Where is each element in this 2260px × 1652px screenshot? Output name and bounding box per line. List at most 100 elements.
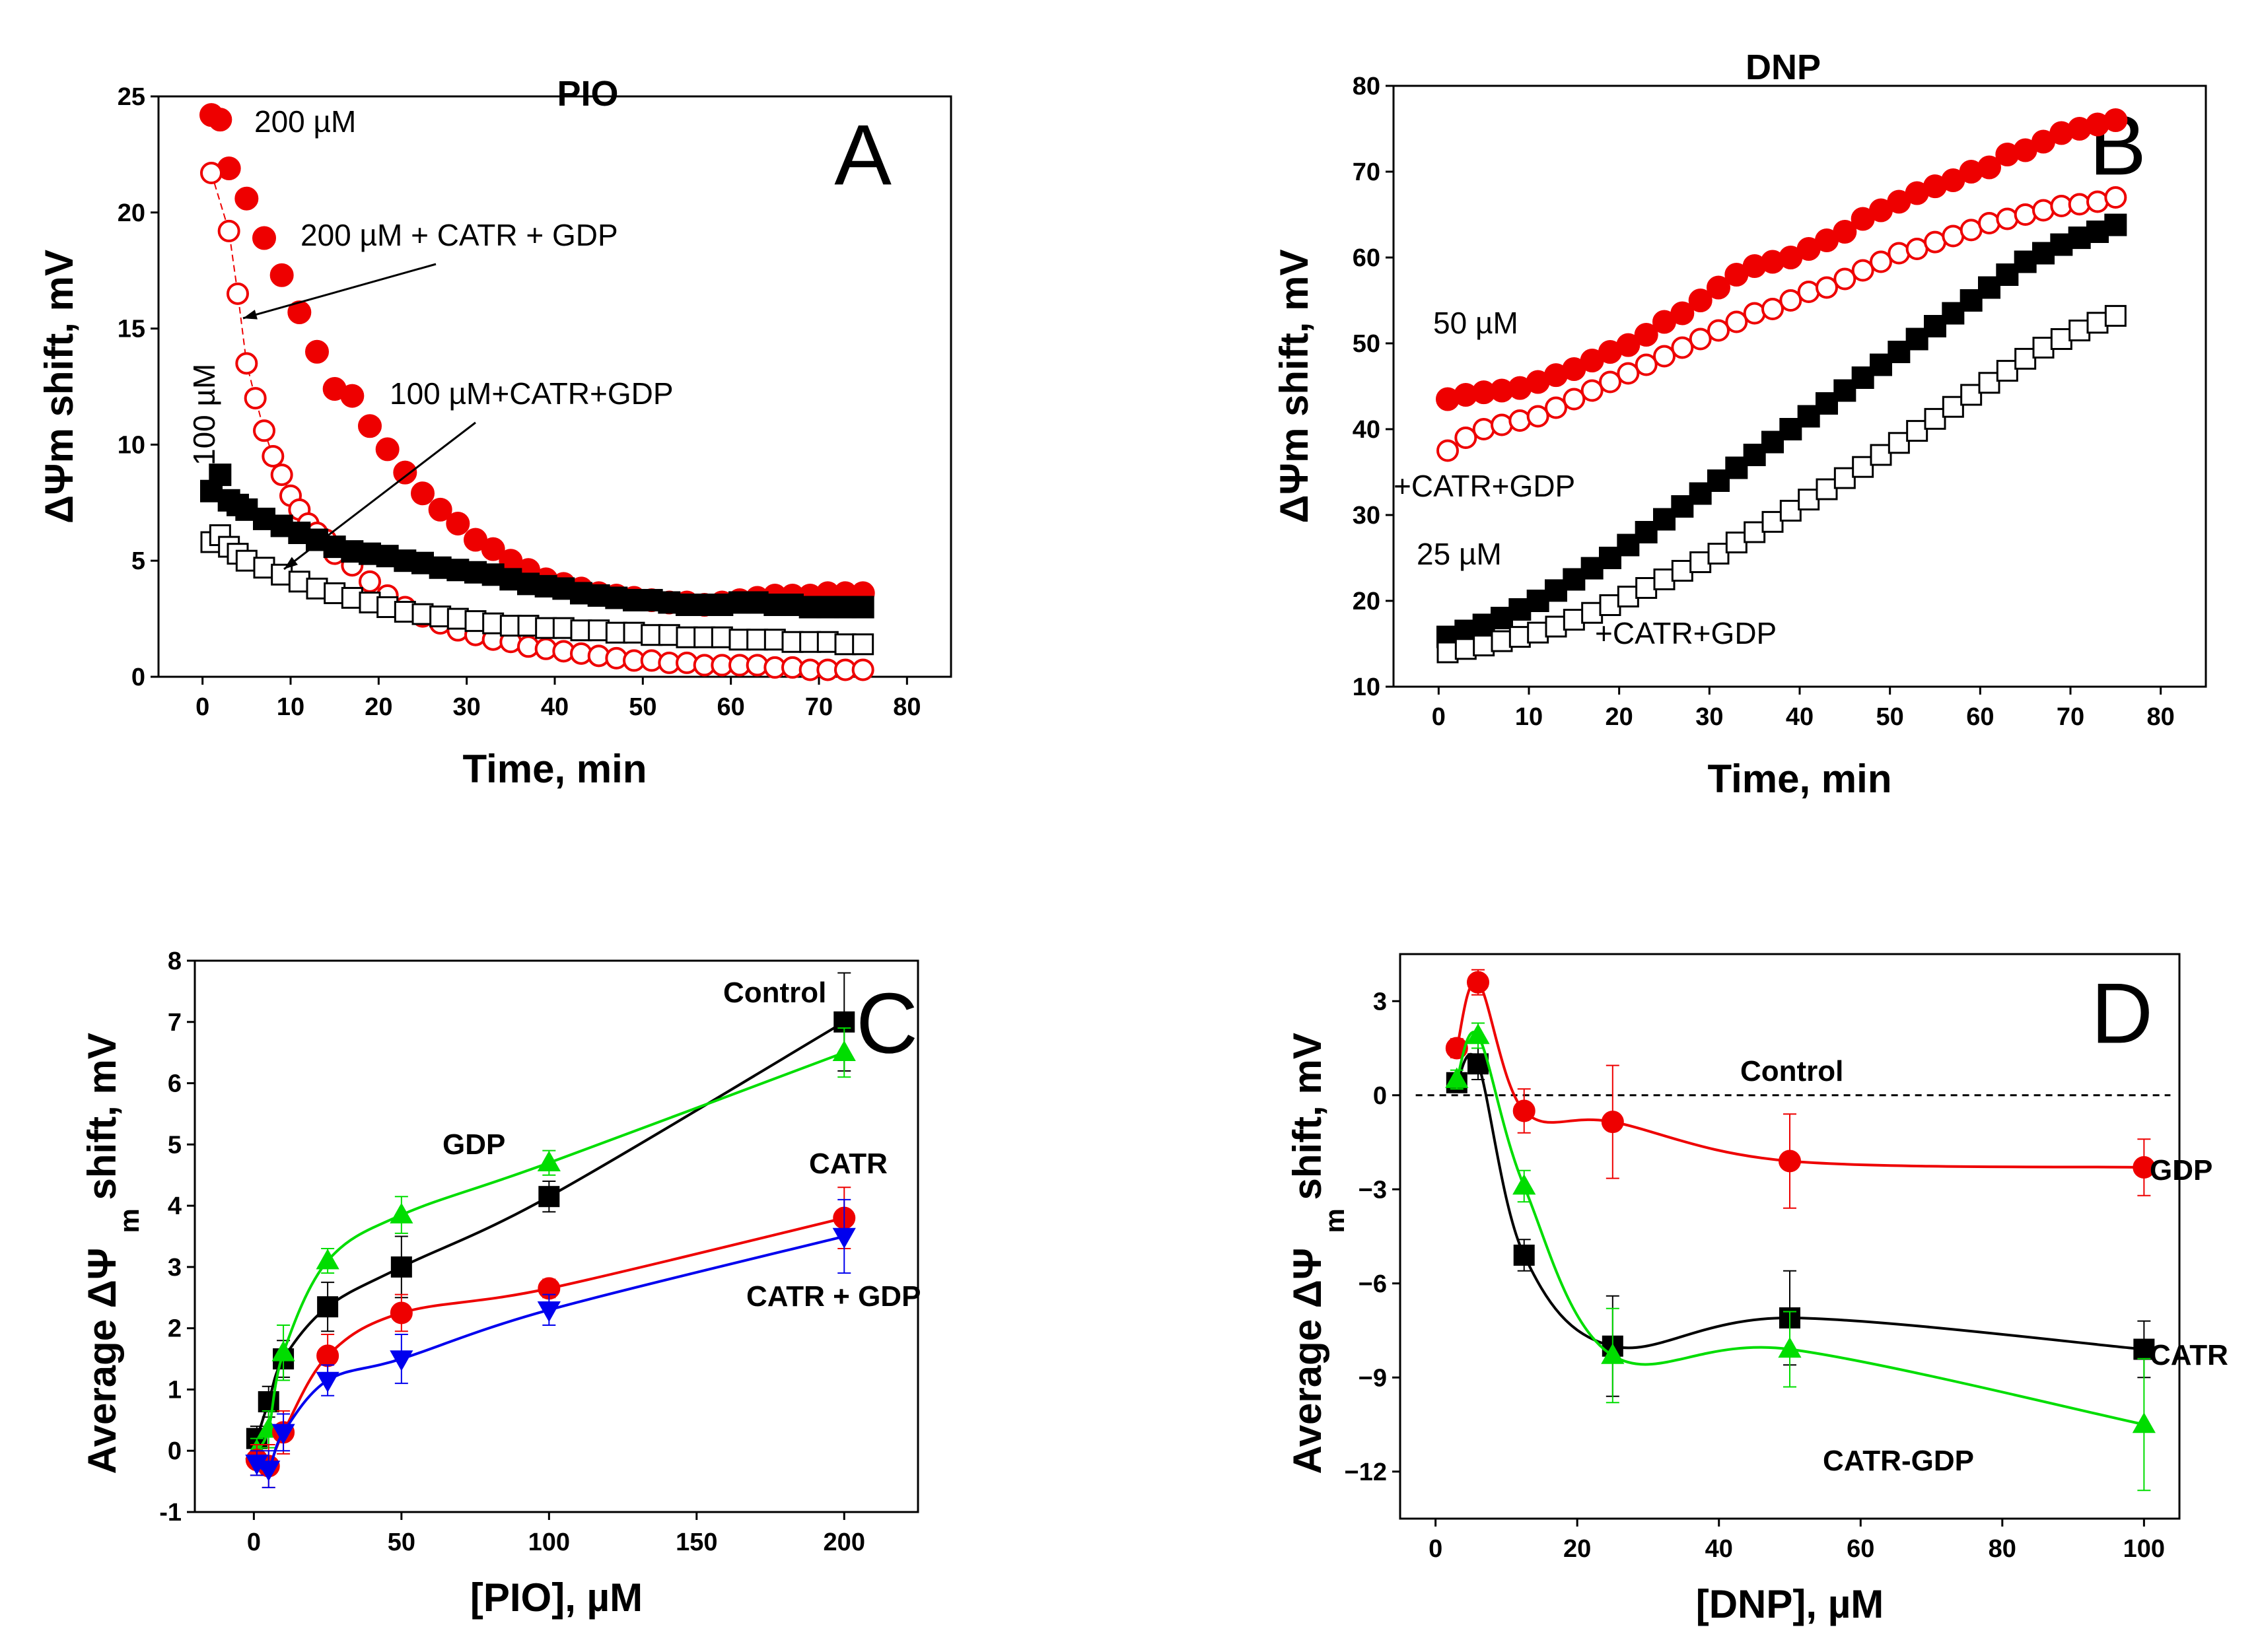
data-point: [1689, 327, 1712, 351]
data-point: [428, 497, 452, 522]
data-point: [1707, 319, 1730, 342]
data-point: [394, 601, 416, 623]
data-point: [1454, 638, 1477, 660]
data-point: [1779, 289, 1802, 312]
y-axis-label-subscript: m: [1319, 1208, 1350, 1233]
data-point: [1978, 372, 2000, 394]
data-point: [271, 1340, 295, 1361]
data-point: [2133, 1338, 2155, 1360]
data-point: [1445, 1067, 1469, 1088]
x-tick-label: 30: [1695, 703, 1723, 731]
y-tick-label: 2: [168, 1315, 182, 1343]
x-tick-label: 0: [1432, 703, 1446, 731]
series-label: Control: [723, 977, 826, 1009]
data-point: [235, 352, 258, 375]
data-point: [1870, 250, 1892, 273]
data-point: [390, 1301, 413, 1325]
data-point: [2032, 199, 2055, 222]
data-point: [1580, 379, 1604, 402]
data-point: [1888, 242, 1911, 265]
data-point: [1851, 259, 1874, 282]
data-point: [781, 631, 804, 653]
y-tick-label: −12: [1345, 1459, 1387, 1486]
data-point: [208, 108, 232, 132]
x-tick-label: 0: [247, 1529, 261, 1556]
x-tick-label: 80: [1989, 1535, 2016, 1563]
fit-curve: [256, 1216, 845, 1469]
y-tick-label: −6: [1359, 1270, 1387, 1298]
series-label: CATR + GDP: [746, 1280, 921, 1313]
data-point: [317, 1296, 339, 1318]
series-C-2: [245, 1187, 856, 1488]
x-tick-label: 20: [1606, 703, 1633, 731]
data-point: [1816, 478, 1838, 500]
series-label: Control: [1740, 1055, 1843, 1087]
panel-letter: C: [856, 975, 918, 1071]
data-point: [1467, 971, 1489, 994]
series-label: GDP: [442, 1128, 505, 1161]
data-point: [390, 1202, 413, 1223]
data-point: [287, 300, 312, 324]
y-tick-label: 0: [131, 664, 145, 691]
data-point: [1513, 1245, 1535, 1266]
data-point: [446, 511, 470, 535]
data-point: [1852, 456, 1874, 478]
data-point: [851, 658, 874, 681]
data-point: [257, 1461, 281, 1482]
data-point: [1778, 1337, 1802, 1358]
y-tick-label: 3: [168, 1254, 182, 1282]
data-point: [2014, 203, 2037, 226]
series-B-3: [1436, 304, 2127, 664]
data-point: [1635, 577, 1658, 599]
x-tick-label: 30: [453, 693, 481, 721]
x-tick-label: 100: [528, 1529, 570, 1556]
data-point: [1526, 405, 1549, 428]
x-tick-label: 80: [2147, 703, 2175, 731]
y-tick-label: 80: [1353, 73, 1380, 100]
series-label: CATR: [809, 1148, 888, 1180]
data-point: [1545, 396, 1567, 419]
y-tick-label: 4: [168, 1192, 182, 1220]
series-annotation: 100 µM: [187, 364, 221, 465]
panel-B: 0 10 20 30 40 50 60 70 801020304050607080BDNPTim…: [1272, 48, 2207, 801]
data-point: [217, 219, 240, 242]
panel-title: DNP: [1746, 48, 1821, 87]
annotation-arrow: [283, 421, 476, 570]
x-tick-label: 0: [195, 693, 209, 721]
y-tick-label: 25: [118, 83, 145, 111]
y-axis-label-unit: shift, mV: [1285, 1033, 1329, 1200]
x-tick-label: 60: [1847, 1535, 1874, 1563]
data-point: [235, 549, 258, 572]
data-point: [359, 591, 381, 613]
y-tick-label: 70: [1353, 158, 1380, 186]
y-tick-label: 0: [1373, 1082, 1387, 1110]
y-tick-label: 30: [1353, 502, 1380, 530]
data-point: [375, 437, 400, 462]
fit-curve: [256, 1235, 845, 1472]
x-tick-label: 100: [2123, 1535, 2165, 1563]
y-tick-label: 7: [168, 1009, 182, 1037]
data-point: [244, 387, 267, 410]
data-point: [1436, 641, 1459, 664]
data-point: [832, 1040, 856, 1061]
data-point: [2104, 213, 2127, 236]
data-point: [1599, 594, 1621, 616]
x-tick-label: 60: [717, 693, 745, 721]
plot-frame: [194, 959, 919, 1513]
data-point: [1707, 275, 1730, 300]
data-point: [763, 629, 786, 651]
data-point: [1601, 1111, 1624, 1134]
data-point: [200, 162, 223, 185]
data-point: [1563, 609, 1585, 631]
data-point: [1508, 626, 1531, 648]
data-point: [316, 1249, 339, 1270]
x-axis-label: [DNP], µM: [1696, 1582, 1884, 1626]
data-point: [1472, 418, 1495, 440]
data-point: [1466, 1023, 1490, 1045]
y-tick-label: −3: [1359, 1176, 1387, 1204]
data-point: [2104, 304, 2127, 327]
data-point: [1508, 409, 1532, 432]
data-point: [1833, 267, 1856, 291]
data-point: [245, 1454, 269, 1476]
data-point: [851, 596, 874, 619]
